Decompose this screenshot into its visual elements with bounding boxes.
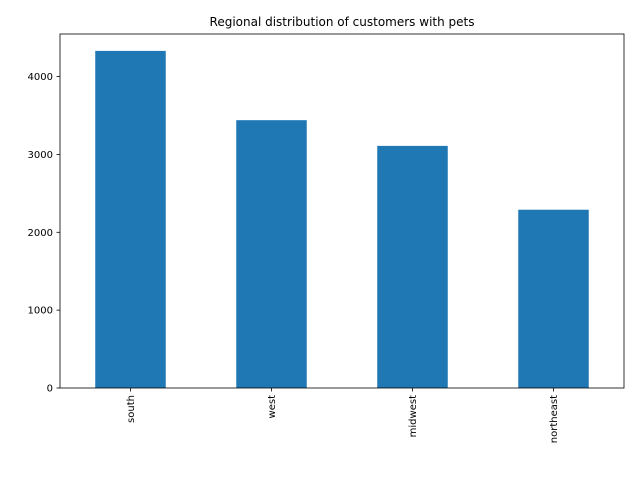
y-tick-label: 0	[47, 384, 53, 395]
x-tick-label-midwest: midwest	[408, 395, 419, 437]
bars-group	[95, 50, 589, 389]
y-tick-label: 1000	[28, 306, 53, 317]
bar-west	[236, 120, 307, 389]
x-tick-label-northeast: northeast	[549, 395, 560, 443]
chart-title: Regional distribution of customers with …	[210, 15, 475, 29]
bar-midwest	[377, 145, 448, 388]
x-axis: south west midwest northeast	[126, 388, 560, 443]
bar-northeast	[518, 209, 589, 388]
x-tick-label-south: south	[126, 395, 137, 423]
y-tick-label: 3000	[28, 150, 53, 161]
y-tick-label: 2000	[28, 228, 53, 239]
y-axis: 0 1000 2000 3000 4000	[28, 72, 60, 395]
x-tick-label-west: west	[267, 395, 278, 419]
bar-south	[95, 50, 166, 388]
axes-spines	[59, 33, 625, 389]
axes-frame	[59, 33, 625, 389]
y-tick-label: 4000	[28, 72, 53, 83]
